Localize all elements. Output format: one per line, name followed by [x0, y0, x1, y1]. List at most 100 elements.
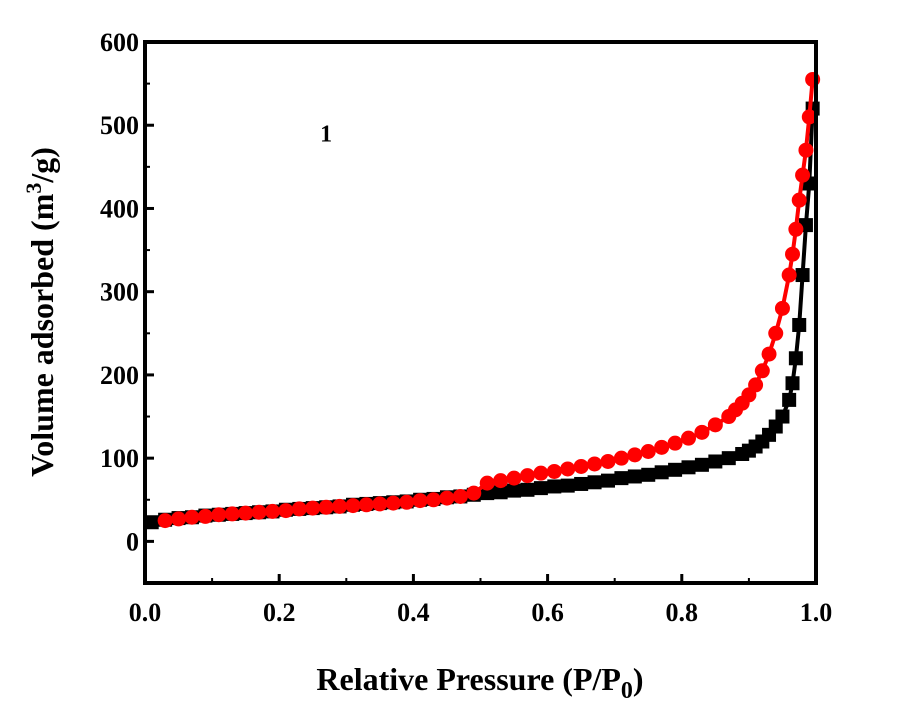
- desorption-point: [681, 430, 697, 446]
- adsorption-point: [560, 478, 575, 493]
- desorption-point: [345, 498, 361, 514]
- desorption-point: [519, 468, 535, 484]
- x-axis-label: Relative Pressure (P/P0): [316, 661, 643, 703]
- desorption-point: [654, 439, 670, 455]
- adsorption-point: [627, 469, 642, 484]
- adsorption-point: [708, 454, 723, 469]
- desorption-point: [707, 417, 723, 433]
- x-tick-label: 0.0: [129, 598, 162, 627]
- desorption-point: [573, 458, 589, 474]
- desorption-point: [171, 511, 187, 527]
- desorption-point: [533, 465, 549, 481]
- series-adsorption: [144, 101, 820, 530]
- y-tick-label: 500: [100, 111, 139, 140]
- desorption-point: [197, 508, 213, 524]
- adsorption-point: [533, 481, 548, 496]
- desorption-point: [291, 501, 307, 517]
- desorption-point: [358, 497, 374, 513]
- series-desorption: [157, 71, 821, 529]
- adsorption-point: [574, 476, 589, 491]
- desorption-point: [761, 346, 777, 362]
- adsorption-point: [587, 475, 602, 490]
- desorption-line: [164, 79, 815, 523]
- adsorption-point: [641, 467, 656, 482]
- y-tick-label: 600: [100, 28, 139, 57]
- desorption-point: [754, 363, 770, 379]
- desorption-point: [798, 142, 814, 158]
- desorption-point: [640, 443, 656, 459]
- desorption-point: [560, 461, 576, 477]
- x-tick-label: 0.6: [531, 598, 564, 627]
- desorption-point: [613, 450, 629, 466]
- adsorption-point: [694, 457, 709, 472]
- desorption-point: [264, 503, 280, 519]
- desorption-point: [600, 453, 616, 469]
- desorption-point: [493, 473, 509, 489]
- desorption-point: [385, 495, 401, 511]
- desorption-point: [506, 470, 522, 486]
- desorption-point: [785, 246, 801, 262]
- adsorption-point: [507, 483, 522, 498]
- desorption-point: [224, 506, 240, 522]
- desorption-point: [452, 488, 468, 504]
- desorption-point: [426, 492, 442, 508]
- desorption-point: [466, 485, 482, 501]
- x-tick-label: 0.8: [666, 598, 699, 627]
- adsorption-point: [600, 473, 615, 488]
- adsorption-point: [795, 268, 810, 283]
- y-tick-label: 0: [126, 527, 139, 556]
- desorption-point: [184, 509, 200, 525]
- desorption-point: [788, 221, 804, 237]
- adsorption-point: [792, 317, 807, 332]
- desorption-point: [211, 507, 227, 523]
- x-tick-label: 0.2: [263, 598, 296, 627]
- adsorption-point: [493, 485, 508, 500]
- adsorption-point: [144, 515, 159, 530]
- plot-frame: [143, 40, 818, 585]
- desorption-point: [412, 493, 428, 509]
- desorption-point: [439, 490, 455, 506]
- desorption-point: [801, 109, 817, 125]
- desorption-point: [305, 500, 321, 516]
- adsorption-point: [681, 460, 696, 475]
- adsorption-point: [785, 376, 800, 391]
- y-axis-label: Volume adsorbed (m3/g): [21, 147, 60, 477]
- adsorption-point: [775, 409, 790, 424]
- y-tick-label: 300: [100, 278, 139, 307]
- desorption-point: [278, 503, 294, 519]
- adsorption-point: [547, 479, 562, 494]
- desorption-point: [667, 435, 683, 451]
- adsorption-point: [614, 471, 629, 486]
- desorption-point: [694, 424, 710, 440]
- y-tick-label: 400: [100, 194, 139, 223]
- desorption-point: [795, 167, 811, 183]
- x-tick-label: 0.4: [397, 598, 430, 627]
- desorption-point: [546, 463, 562, 479]
- desorption-point: [774, 300, 790, 316]
- adsorption-point: [668, 462, 683, 477]
- adsorption-point: [654, 465, 669, 480]
- desorption-point: [372, 496, 388, 512]
- desorption-point: [791, 192, 807, 208]
- y-tick-label: 200: [100, 361, 139, 390]
- desorption-point: [157, 513, 173, 529]
- desorption-point: [748, 377, 764, 393]
- desorption-point: [479, 475, 495, 491]
- adsorption-point: [782, 392, 797, 407]
- adsorption-point: [788, 351, 803, 366]
- y-tick-label: 100: [100, 444, 139, 473]
- x-tick-label: 1.0: [800, 598, 833, 627]
- desorption-point: [318, 499, 334, 515]
- desorption-point: [332, 498, 348, 514]
- desorption-point: [627, 447, 643, 463]
- desorption-point: [781, 267, 797, 283]
- desorption-point: [399, 494, 415, 510]
- desorption-point: [768, 325, 784, 341]
- adsorption-point: [520, 482, 535, 497]
- desorption-point: [587, 456, 603, 472]
- desorption-point: [238, 505, 254, 521]
- annotation-label: 1: [320, 122, 332, 148]
- desorption-point: [251, 504, 267, 520]
